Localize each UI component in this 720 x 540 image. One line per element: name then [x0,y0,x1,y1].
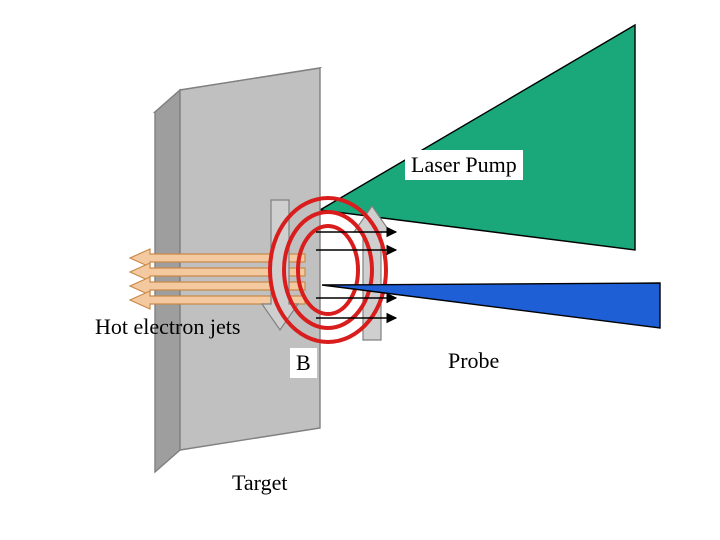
label-target: Target [232,470,287,496]
label-hot-electron-jets: Hot electron jets [95,314,240,340]
target-side-face [155,90,180,472]
diagram-svg [0,0,720,540]
field-arrow-head [387,228,396,237]
label-laser-pump: Laser Pump [405,150,523,180]
diagram-stage: Laser Pump Hot electron jets B Probe Tar… [0,0,720,540]
label-b-field: B [290,348,317,378]
field-arrow-head [387,314,396,323]
label-probe: Probe [448,348,499,374]
field-arrow-head [387,246,396,255]
